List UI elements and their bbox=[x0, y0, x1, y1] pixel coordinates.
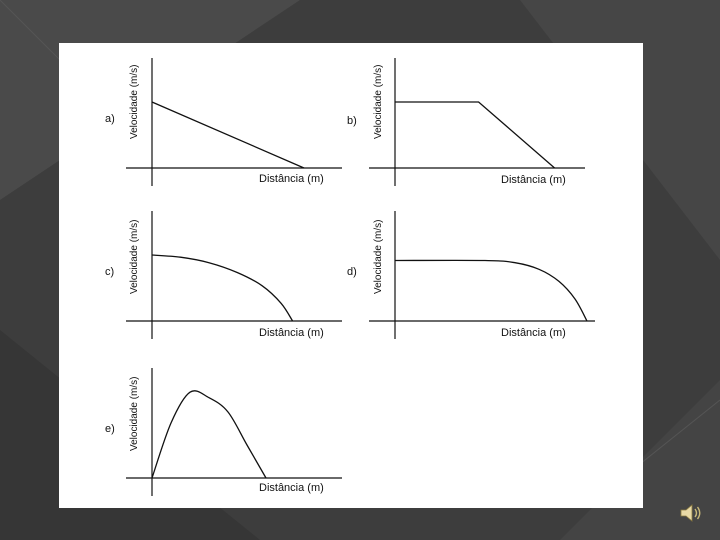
chart-panel-e: e) Velocidade (m/s) Distância (m) bbox=[99, 363, 369, 508]
chart-panel-a: a) Velocidade (m/s) Distância (m) bbox=[99, 53, 369, 203]
velocity-curve-e bbox=[151, 390, 267, 479]
plot-e bbox=[126, 368, 342, 496]
chart-panel-c: c) Velocidade (m/s) Distância (m) bbox=[99, 208, 369, 358]
x-axis-label-a: Distância (m) bbox=[259, 173, 324, 185]
velocity-curve-a bbox=[151, 101, 305, 169]
panel-label-c: c) bbox=[105, 266, 115, 278]
velocity-curve-d bbox=[394, 259, 588, 322]
chart-panel-d: d) Velocidade (m/s) Distância (m) bbox=[345, 208, 615, 358]
chart-panel-b: b) Velocidade (m/s) Distância (m) bbox=[345, 53, 615, 203]
speaker-icon[interactable] bbox=[677, 502, 705, 524]
panel-label-b: b) bbox=[347, 115, 357, 127]
plot-a bbox=[126, 58, 342, 186]
plot-c bbox=[126, 211, 342, 339]
panel-label-d: d) bbox=[347, 266, 357, 278]
x-axis-label-d: Distância (m) bbox=[501, 327, 566, 339]
plot-d bbox=[369, 211, 595, 339]
velocity-curve-c bbox=[151, 254, 294, 322]
x-axis-label-b: Distância (m) bbox=[501, 174, 566, 186]
x-axis-label-e: Distância (m) bbox=[259, 482, 324, 494]
x-axis-label-c: Distância (m) bbox=[259, 327, 324, 339]
panel-label-a: a) bbox=[105, 113, 115, 125]
velocity-curve-b bbox=[395, 101, 556, 169]
plot-b bbox=[369, 58, 585, 186]
slide-card: a) Velocidade (m/s) Distância (m) b) Vel… bbox=[59, 43, 643, 508]
panel-label-e: e) bbox=[105, 423, 115, 435]
